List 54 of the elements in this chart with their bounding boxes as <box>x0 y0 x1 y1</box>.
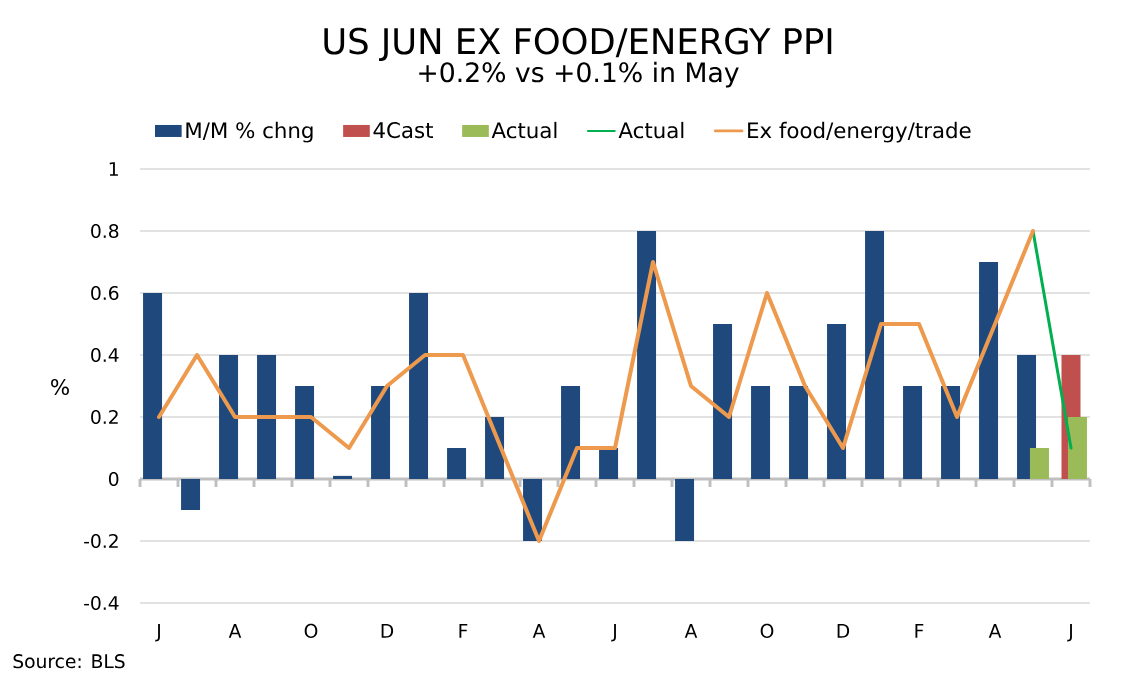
bar <box>1017 354 1037 479</box>
y-tick-label: 0.6 <box>91 285 119 301</box>
bar <box>903 385 923 479</box>
bar <box>1029 447 1049 479</box>
source-note: Source: BLS <box>13 654 125 669</box>
legend-label: Actual <box>491 121 557 139</box>
bar <box>219 354 239 479</box>
bar <box>181 478 201 510</box>
bar <box>409 292 429 479</box>
y-tick-label: 0 <box>108 471 119 487</box>
y-tick-label: 0.2 <box>91 409 118 425</box>
x-tick-label: O <box>760 623 774 638</box>
x-tick-label: D <box>381 624 394 638</box>
bar <box>295 385 315 479</box>
y-tick-label: 0.8 <box>91 223 119 239</box>
x-tick-label: F <box>915 624 924 638</box>
x-tick-label: A <box>684 624 698 638</box>
y-tick-label: -0.4 <box>84 595 119 611</box>
bar <box>257 354 277 479</box>
bar <box>979 261 999 479</box>
y-tick-label: 1 <box>109 162 118 176</box>
y-tick-label: 0.4 <box>91 347 119 363</box>
x-tick-label: A <box>532 624 546 638</box>
bar <box>675 478 695 541</box>
x-tick-label: O <box>304 623 318 638</box>
bar <box>599 447 619 479</box>
y-axis-title: % <box>51 378 69 396</box>
legend-label: Ex food/energy/trade <box>748 121 971 143</box>
chart-subtitle: +0.2% vs +0.1% in May <box>419 61 739 88</box>
bar <box>1067 416 1087 479</box>
chart-title: US JUN EX FOOD/ENERGY PPI <box>324 27 832 62</box>
legend-label: M/M % chng <box>186 121 313 143</box>
bar <box>371 385 391 479</box>
bar <box>447 447 467 479</box>
x-tick-label: J <box>611 624 616 642</box>
bar <box>561 385 581 479</box>
x-tick-label: J <box>155 624 160 642</box>
y-tick-label: -0.2 <box>84 533 118 549</box>
bar <box>827 323 847 479</box>
bar <box>751 385 771 479</box>
bar <box>941 385 961 479</box>
legend-label: 4Cast <box>373 122 433 139</box>
x-tick-label: F <box>459 624 468 638</box>
bar <box>143 292 163 479</box>
bar <box>789 385 809 479</box>
bar <box>333 475 353 479</box>
bar <box>865 230 885 479</box>
x-tick-label: J <box>1067 624 1072 642</box>
legend-label: Actual <box>618 121 684 139</box>
x-tick-label: D <box>837 624 850 638</box>
bar <box>713 323 733 479</box>
x-tick-label: A <box>988 624 1002 638</box>
bar <box>637 230 657 479</box>
x-tick-label: A <box>228 624 242 638</box>
